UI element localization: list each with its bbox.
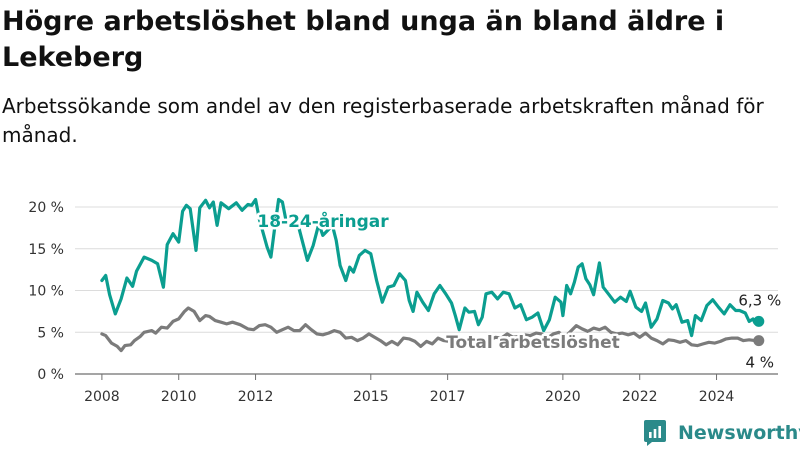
newsworthy-logo-icon (644, 420, 666, 446)
series-end-label-youth: 6,3 % (738, 291, 781, 309)
series-label-total: Total arbetslöshet (446, 333, 620, 353)
page-subtitle: Arbetssökande som andel av den registerb… (2, 94, 764, 147)
series-line-youth (100, 197, 761, 338)
x-tick-label: 2010 (161, 389, 197, 405)
x-tick-label: 2024 (699, 389, 735, 405)
series-end-point-total (753, 335, 765, 347)
y-tick-label: 0 % (37, 367, 64, 383)
x-tick-label: 2008 (84, 389, 120, 405)
y-tick-label: 15 % (28, 242, 64, 258)
brand-name: Newsworthy (678, 422, 800, 444)
x-tick-label: 2022 (622, 389, 658, 405)
page-title: Högre arbetslöshet bland unga än bland ä… (2, 6, 725, 73)
series-line-total (100, 306, 761, 353)
y-tick-label: 10 % (28, 284, 64, 300)
series-end-point-youth (753, 315, 765, 327)
y-tick-label: 5 % (37, 325, 64, 341)
y-tick-label: 20 % (28, 200, 64, 216)
x-tick-label: 2017 (430, 389, 466, 405)
series-label-youth: 18-24-åringar (257, 210, 389, 232)
series-end-label-total: 4 % (746, 354, 775, 372)
x-tick-label: 2015 (353, 389, 389, 405)
x-tick-label: 2020 (545, 389, 581, 405)
x-tick-label: 2012 (238, 389, 274, 405)
newsworthy-logo: Newsworthy (644, 418, 800, 448)
